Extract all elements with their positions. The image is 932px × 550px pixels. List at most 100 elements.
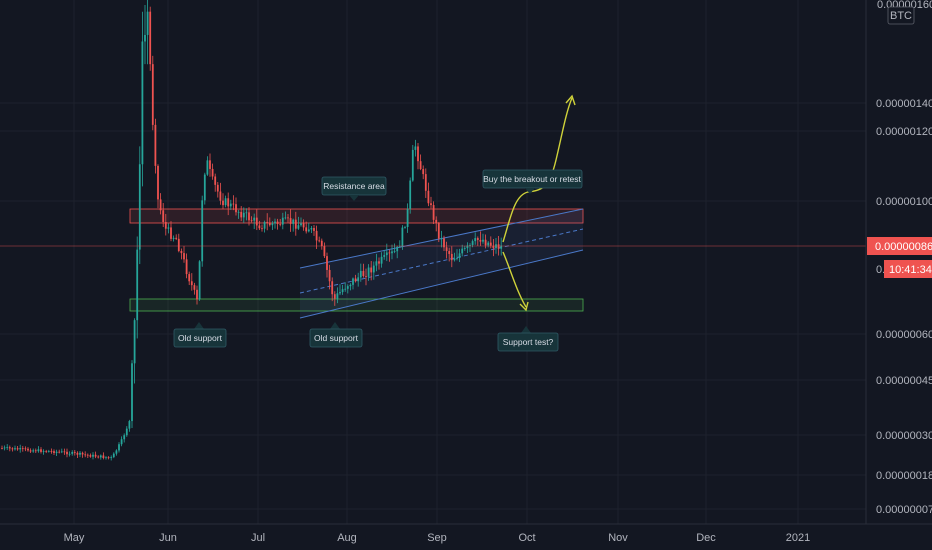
support-test-callout[interactable]: Support test? [497,326,559,352]
candle-body [479,239,482,242]
candle-body [128,421,131,429]
candle-body [271,223,274,226]
candle-body [138,164,141,250]
candle-body [102,455,105,458]
candle-body [357,277,360,282]
candle-body [112,453,115,458]
candle-body [331,281,334,295]
candle-body [396,246,399,252]
candle-body [336,293,339,299]
candle-body [463,248,466,249]
candle-body [14,448,16,450]
candle-body [47,451,50,452]
candle-body [362,270,365,276]
candle-body [154,124,157,166]
candle-body [344,288,347,290]
x-tick-label: Sep [427,532,447,544]
candle-body [224,198,227,206]
candle-body [341,289,344,293]
breakout-arrow-head [565,94,576,106]
candle-body [6,447,9,449]
candle-body [333,294,336,299]
candle-body [450,253,453,261]
candle-body [37,449,40,452]
countdown-label: 10:41:34 [889,264,932,276]
old-support-label-1: Old support [178,333,223,343]
candle-body [24,448,27,450]
y-tick-label: 0.00000060 [876,329,932,341]
old-support-callout-1[interactable]: Old support [173,322,227,348]
candle-body [89,455,92,457]
resistance-callout[interactable]: Resistance area [321,176,387,201]
candle-body [29,450,32,452]
candle-body [60,451,63,453]
candle-body [136,249,139,321]
candle-body [424,174,427,191]
candle-body [489,242,492,246]
x-tick-label: 2021 [786,532,810,544]
support-test-arrow-head [519,301,529,312]
candle-body [250,220,253,222]
candle-body [432,205,435,220]
candle-body [292,219,295,224]
candle-body [170,227,172,239]
candle-body [232,203,235,205]
candle-body [315,230,318,241]
candle-body [367,267,370,277]
old-support-callout-2[interactable]: Old support [309,322,363,348]
candle-body [94,454,97,457]
candle-body [476,238,479,240]
y-axis-ticks: 0.00000140 0.00000120 0.00000100 0.00000060… [876,98,932,516]
y-tick-label: 0.00000030 [876,430,932,442]
candle-body [346,286,349,289]
candle-body [380,256,383,264]
old-support-label-2: Old support [314,333,359,343]
candle-body [388,252,391,254]
candle-body [258,225,261,229]
candle-body [45,451,48,453]
candle-body [97,456,100,458]
candle-body [73,451,76,453]
candle-body [222,200,224,206]
candle-body [42,451,45,453]
candle-body [84,454,87,456]
countdown-tag: 10:41:34 [884,260,932,278]
candle-body [266,221,269,223]
candle-body [172,237,175,239]
candle-body [401,227,404,247]
candle-body [375,261,378,266]
channel-lower-line [299,249,584,319]
breakout-callout[interactable]: Buy the breakout or retest [482,169,583,194]
breakout-label: Buy the breakout or retest [483,174,581,184]
candle-body [120,439,123,445]
candle-body [274,221,276,224]
candle-body [201,200,204,262]
candles [1,0,503,461]
candle-body [411,149,414,181]
last-price-label: 0.00000086 [875,241,932,253]
currency-badge[interactable]: BTC [887,6,915,25]
y-tick-label: 0.00000120 [876,126,932,138]
candle-body [492,245,495,249]
candle-body [68,453,71,455]
candle-body [414,146,417,150]
support-zone [129,298,584,312]
candle-body [484,239,487,246]
candle-body [144,34,146,42]
candle-body [323,246,326,257]
candle-body [53,451,55,453]
candle-body [58,451,61,453]
candle-body [422,169,425,175]
candle-body [497,244,500,249]
candle-body [105,457,107,459]
y-tick-label-partial: 0. [876,264,885,276]
channel-mid-line [299,228,584,294]
candle-body [281,217,284,225]
candle-body [372,265,375,273]
candle-body [284,217,287,219]
candle-body [391,251,393,254]
candle-body [245,212,248,214]
candle-body [66,451,68,455]
